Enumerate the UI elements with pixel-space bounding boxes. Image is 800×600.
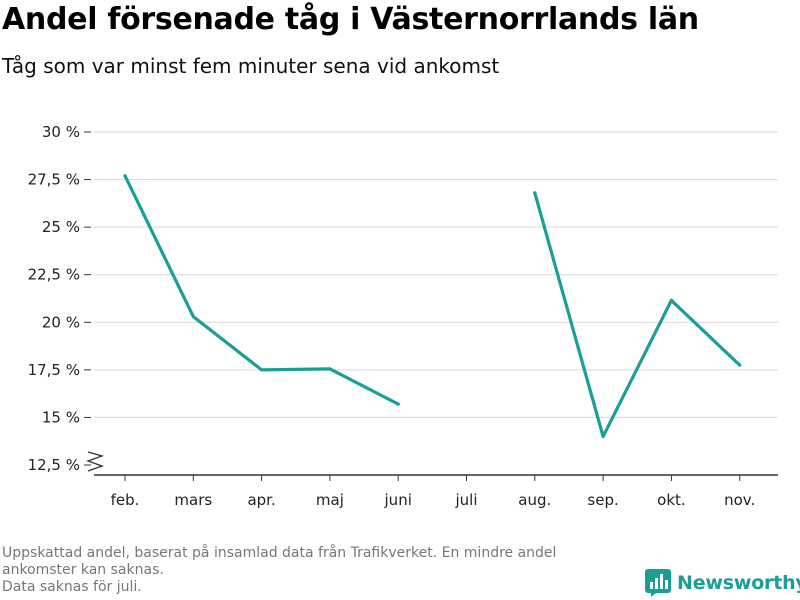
data-point [396, 402, 400, 406]
x-tick-label: okt. [657, 491, 686, 509]
data-point [738, 363, 742, 367]
x-tick-label: mars [174, 491, 212, 509]
data-point [328, 367, 332, 371]
data-point [669, 298, 674, 303]
newsworthy-logo-icon [645, 569, 671, 597]
data-point [123, 174, 127, 178]
gridlines [94, 131, 778, 418]
y-tick-label: 17,5 % [28, 361, 80, 379]
x-tick-label: juli [454, 491, 477, 509]
y-axis-ticks: 12,5 % 15 % 17,5 % 20 % 22,5 % 25 % 27,5 % 30 % [28, 123, 91, 474]
x-tick-label: aug. [518, 491, 551, 509]
newsworthy-logo[interactable]: Newsworthy [645, 569, 800, 597]
chart-title: Andel försenade tåg i Västernorrlands lä… [2, 2, 699, 37]
x-tick-label: apr. [247, 491, 275, 509]
footnote-line-1: Uppskattad andel, baserat på insamlad da… [2, 545, 557, 561]
data-point [191, 314, 195, 319]
series-lines [123, 174, 742, 439]
footnote-line-2: ankomster kan saknas. [2, 562, 164, 578]
footnote: Uppskattad andel, baserat på insamlad da… [2, 545, 642, 596]
x-tick-label: maj [316, 491, 344, 509]
data-point [260, 368, 264, 372]
x-tick-label: nov. [724, 491, 755, 509]
data-point [533, 191, 537, 195]
x-tick-label: sep. [587, 491, 618, 509]
x-axis-ticks: feb. mars apr. maj juni juli aug. sep. okt. nov. [111, 475, 755, 509]
y-tick-label: 30 % [42, 123, 80, 141]
y-tick-label: 15 % [42, 408, 80, 426]
y-tick-label: 20 % [42, 313, 80, 331]
data-point [601, 434, 605, 439]
y-tick-label: 25 % [42, 218, 80, 236]
axis-break-icon [86, 451, 105, 472]
axis-break-zigzag [86, 451, 105, 472]
logo-text: Newsworthy [677, 572, 800, 594]
x-tick-label: juni [384, 491, 412, 509]
y-tick-label: 27,5 % [28, 171, 80, 189]
y-tick-label: 12,5 % [28, 456, 80, 474]
series-line-segment [533, 191, 742, 439]
line-chart: 12,5 % 15 % 17,5 % 20 % 22,5 % 25 % 27,5 % 30 %… [28, 123, 778, 509]
x-tick-label: feb. [111, 491, 140, 509]
y-tick-label: 22,5 % [28, 266, 80, 284]
chart-subtitle: Tåg som var minst fem minuter sena vid a… [2, 54, 500, 78]
footnote-line-3: Data saknas för juli. [2, 579, 142, 595]
